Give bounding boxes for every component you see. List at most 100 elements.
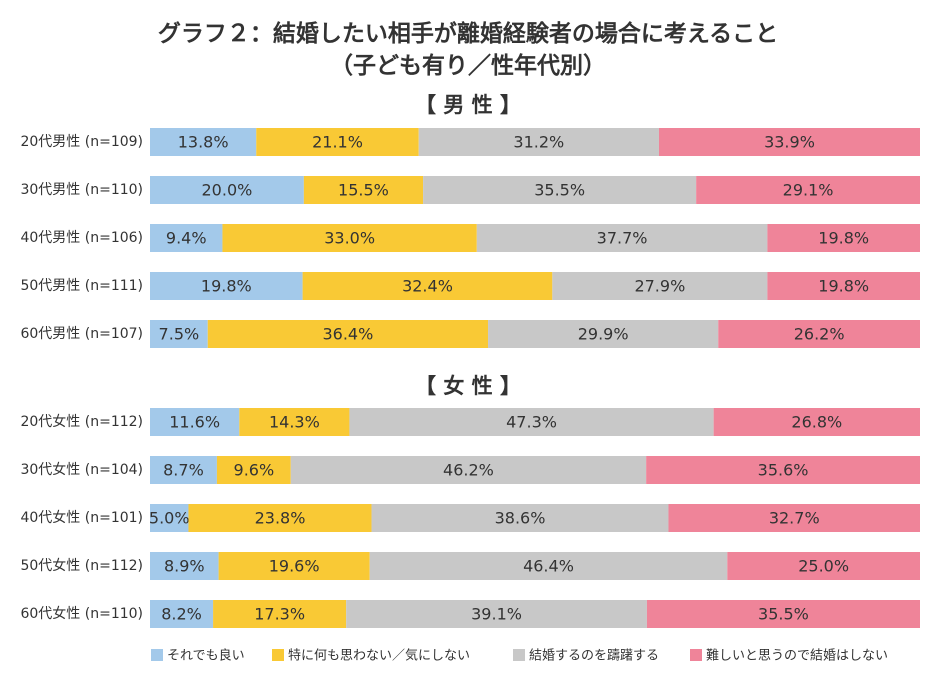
bar-segment: [727, 552, 920, 580]
bar-segment: [207, 320, 489, 348]
data-label: 9.4%: [166, 229, 207, 248]
bar-segment: [150, 320, 208, 348]
bar-segment: [646, 600, 920, 628]
bar-segment: [150, 128, 257, 156]
chart-subtitle: （子ども有り／性年代別）: [330, 53, 606, 79]
bar-segment: [303, 176, 424, 204]
row-label: 20代男性 (n=109): [20, 134, 143, 150]
bar-segment: [256, 128, 419, 156]
data-label: 20.0%: [202, 181, 253, 200]
bar-segment: [767, 272, 920, 300]
bar-segment: [696, 176, 920, 204]
chart-title: グラフ２：結婚したい相手が離婚経験者の場合に考えること: [157, 21, 779, 47]
legend-label: 特に何も思わない／気にしない: [288, 648, 470, 664]
bar-segment: [150, 600, 214, 628]
bar-segment: [290, 456, 647, 484]
legend-swatch: [513, 649, 525, 661]
data-label: 19.8%: [818, 229, 869, 248]
row-label: 40代女性 (n=101): [20, 509, 143, 526]
data-label: 27.9%: [634, 277, 685, 296]
data-label: 15.5%: [338, 181, 389, 200]
row-label: 20代女性 (n=112): [20, 413, 143, 430]
data-label: 19.6%: [269, 557, 320, 576]
data-label: 33.9%: [764, 133, 815, 152]
data-label: 8.7%: [163, 461, 204, 480]
bar-segment: [150, 408, 240, 436]
data-label: 25.0%: [798, 557, 849, 576]
row-label: 50代男性 (n=111): [20, 278, 143, 294]
bar-segment: [668, 504, 920, 532]
bar-segment: [423, 176, 697, 204]
data-label: 38.6%: [495, 509, 546, 528]
bar-segment: [302, 272, 553, 300]
data-label: 32.4%: [402, 277, 453, 296]
legend-swatch: [151, 649, 163, 661]
data-label: 23.8%: [255, 509, 306, 528]
bar-segment: [222, 224, 477, 252]
data-label: 19.8%: [818, 277, 869, 296]
data-label: 13.8%: [178, 133, 229, 152]
data-label: 31.2%: [513, 133, 564, 152]
bar-segment: [718, 320, 920, 348]
row-label: 50代女性 (n=112): [20, 557, 143, 574]
bar-segment: [239, 408, 350, 436]
bar-segment: [150, 176, 304, 204]
row-label: 40代男性 (n=106): [20, 230, 143, 246]
data-label: 32.7%: [769, 509, 820, 528]
bar-segment: [658, 128, 920, 156]
bar-segment: [371, 504, 669, 532]
bar-segment: [713, 408, 920, 436]
bar-segment: [767, 224, 920, 252]
data-label: 46.4%: [523, 557, 574, 576]
data-label: 37.7%: [597, 229, 648, 248]
data-label: 9.6%: [234, 461, 275, 480]
data-label: 33.0%: [324, 229, 375, 248]
data-label: 5.0%: [149, 509, 190, 528]
data-label: 19.8%: [201, 277, 252, 296]
legend-label: 結婚するのを躊躇する: [529, 649, 659, 664]
data-label: 39.1%: [471, 605, 522, 624]
bar-segment: [216, 456, 291, 484]
data-label: 7.5%: [159, 325, 200, 344]
data-label: 21.1%: [312, 133, 363, 152]
bar-segment: [346, 600, 647, 628]
data-label: 26.8%: [791, 413, 842, 432]
bar-segment: [150, 552, 219, 580]
legend-swatch: [272, 649, 284, 661]
data-label: 17.3%: [254, 605, 305, 624]
group-heading: 【 男 性 】: [415, 93, 521, 117]
bar-segment: [488, 320, 719, 348]
data-label: 14.3%: [269, 413, 320, 432]
row-label: 60代女性 (n=110): [20, 605, 143, 622]
legend-swatch: [690, 649, 702, 661]
row-label: 60代男性 (n=107): [20, 326, 143, 342]
bar-segment: [349, 408, 714, 436]
bar-segment: [188, 504, 372, 532]
bar-segment: [369, 552, 728, 580]
data-label: 29.9%: [578, 325, 629, 344]
bar-segment: [150, 504, 189, 532]
data-label: 35.6%: [758, 461, 809, 480]
bar-segment: [213, 600, 347, 628]
row-label: 30代女性 (n=104): [20, 461, 143, 478]
bar-segment: [150, 224, 223, 252]
legend-label: 難しいと思うので結婚はしない: [706, 649, 888, 664]
data-label: 26.2%: [794, 325, 845, 344]
bar-segment: [150, 456, 217, 484]
row-label: 30代男性 (n=110): [20, 182, 143, 198]
bar-segment: [476, 224, 768, 252]
data-label: 46.2%: [443, 461, 494, 480]
bar-segment: [150, 272, 303, 300]
bar-segment: [552, 272, 768, 300]
legend-label: それでも良い: [167, 648, 245, 664]
data-label: 35.5%: [534, 181, 585, 200]
data-label: 8.2%: [161, 605, 202, 624]
data-label: 47.3%: [506, 413, 557, 432]
data-label: 36.4%: [322, 325, 373, 344]
bar-segment: [218, 552, 370, 580]
group-heading: 【 女 性 】: [415, 374, 521, 398]
bar-segment: [646, 456, 920, 484]
data-label: 8.9%: [164, 557, 205, 576]
data-label: 35.5%: [758, 605, 809, 624]
